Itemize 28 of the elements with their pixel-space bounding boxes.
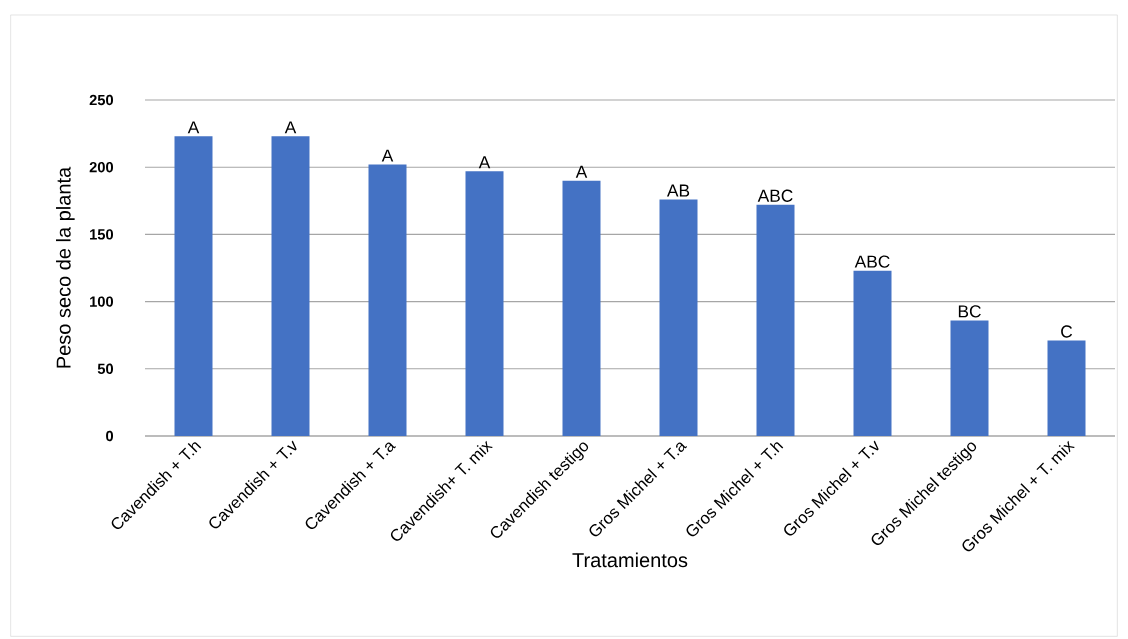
bar (950, 320, 989, 436)
bar (659, 199, 698, 436)
bar (756, 204, 795, 436)
y-tick-label: 100 (90, 296, 114, 307)
y-tick-label: 50 (97, 363, 114, 374)
annotation: A (187, 121, 200, 134)
annotation: AB (666, 184, 690, 197)
x-axis-title: Tratamientos (572, 552, 688, 568)
bar (465, 171, 504, 436)
bar (368, 164, 407, 436)
y-tick-label: 0 (106, 430, 114, 442)
annotation: A (478, 156, 491, 169)
annotation: C (1061, 325, 1073, 338)
annotation: ABC (757, 189, 793, 202)
bar (853, 270, 892, 436)
y-tick-label: 250 (89, 94, 114, 106)
bar (562, 180, 601, 436)
bar (1047, 340, 1086, 436)
annotation: BC (958, 305, 981, 318)
annotation: A (381, 149, 394, 162)
bar (174, 136, 213, 436)
annotation: A (284, 121, 297, 134)
y-tick-label: 200 (89, 162, 114, 173)
annotation: A (575, 165, 588, 178)
y-axis-title: Peso seco de la planta (56, 166, 75, 368)
bar (271, 136, 310, 436)
y-tick-label: 150 (90, 229, 114, 240)
annotation: ABC (854, 255, 890, 268)
